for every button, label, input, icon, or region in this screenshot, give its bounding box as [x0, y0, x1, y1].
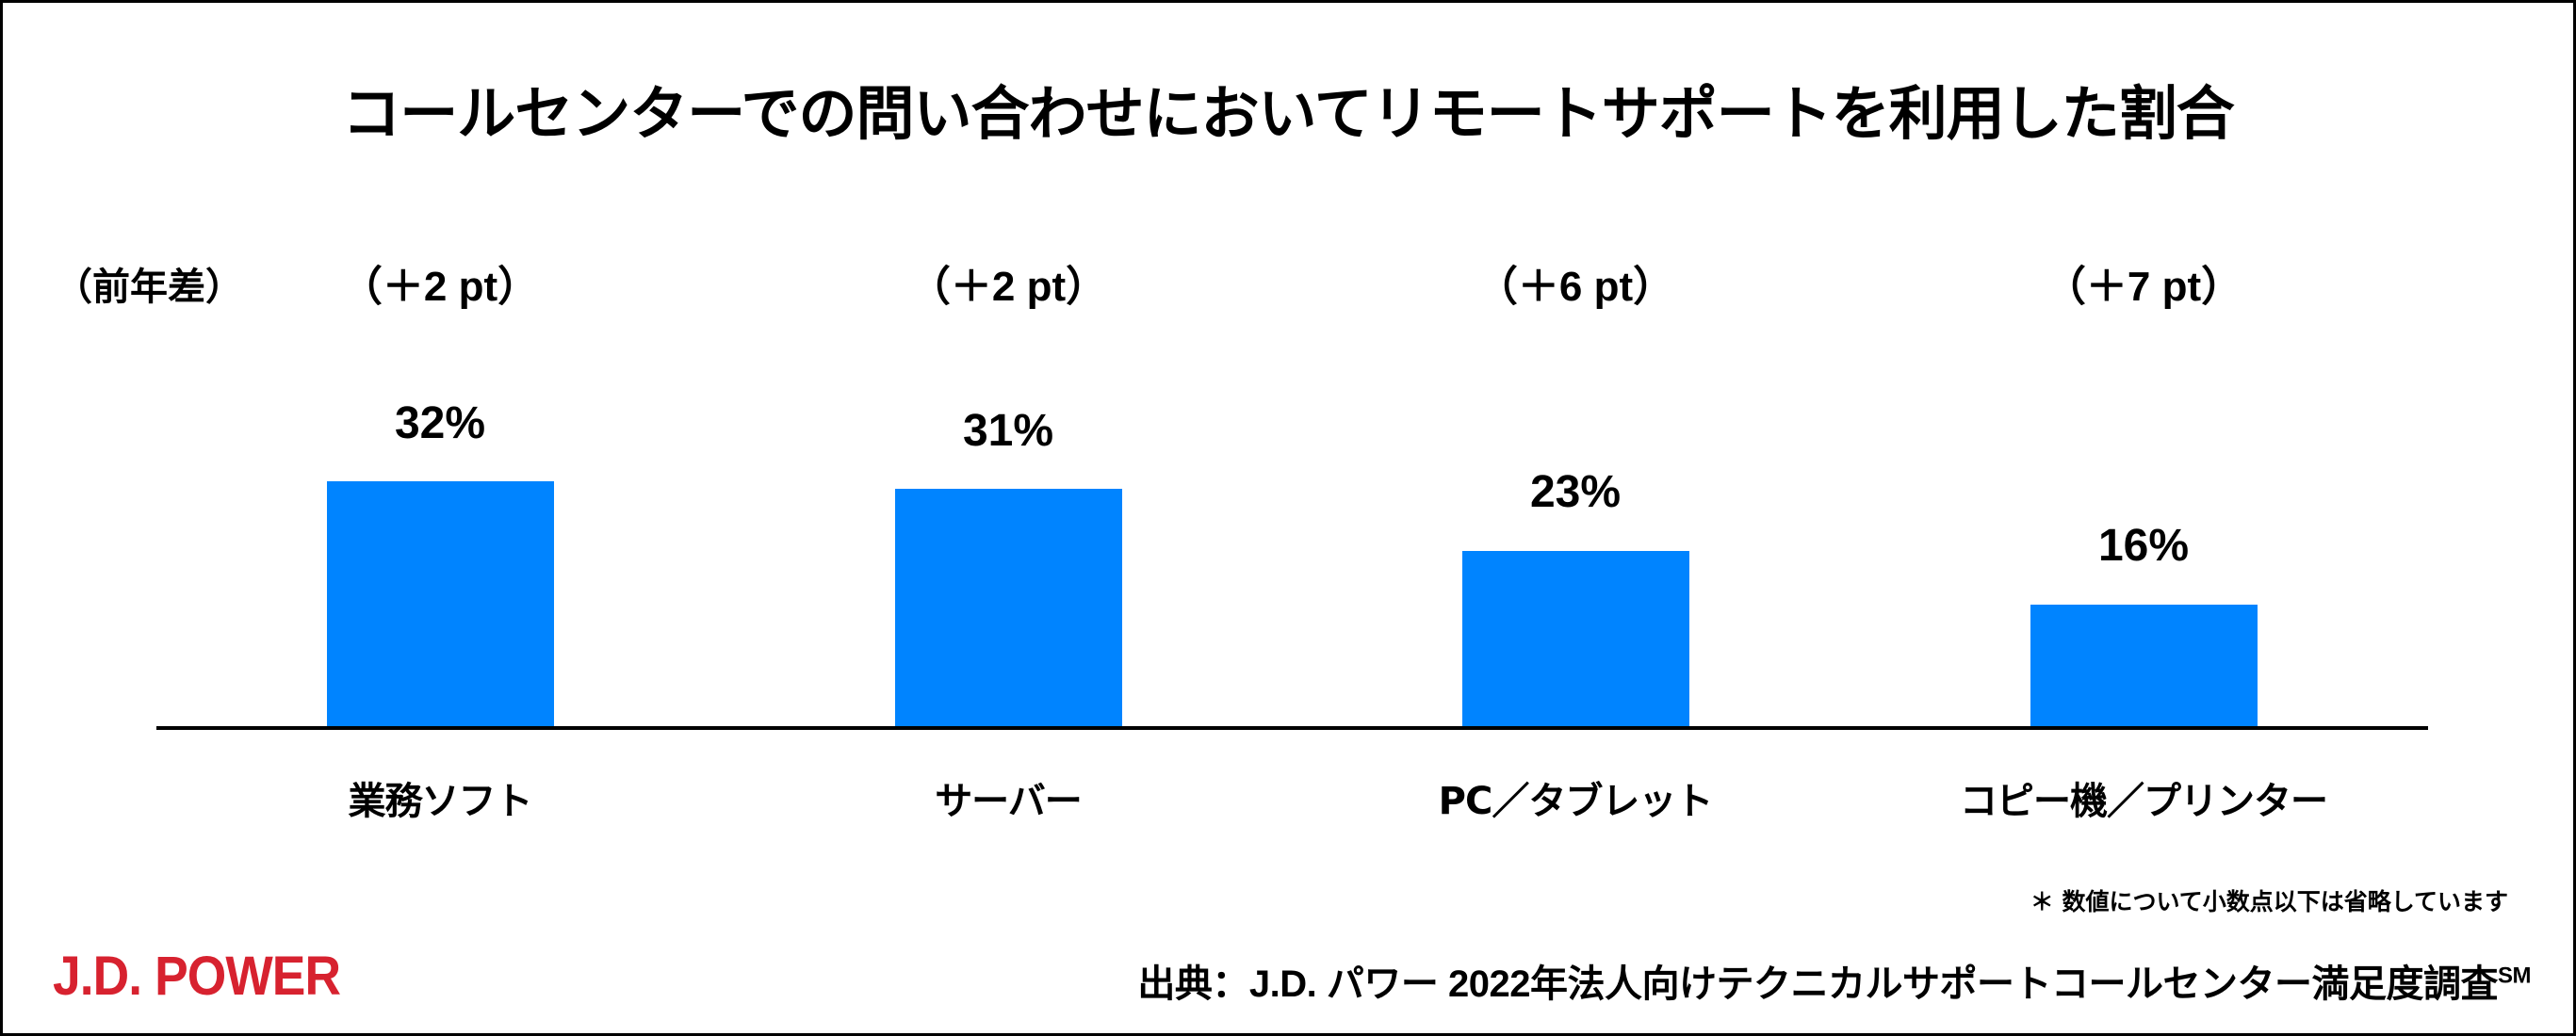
- yoy-label-3: （＋6 pt）: [1475, 264, 1675, 310]
- source-citation: 出典：J.D. パワー 2022年法人向けテクニカルサポートコールセンター満足度…: [1137, 953, 2531, 1008]
- x-axis-baseline: [156, 726, 2428, 730]
- category-label-4: コピー機／プリンター: [1960, 780, 2328, 823]
- footnote: ＊ 数値について小数点以下は省略しています: [2030, 888, 2508, 915]
- bar-4: [2030, 605, 2258, 728]
- bar-3: [1462, 551, 1689, 728]
- yoy-header-label: （前年差）: [55, 266, 243, 309]
- yoy-label-4: （＋7 pt）: [2044, 264, 2243, 310]
- yoy-label-2: （＋2 pt）: [908, 264, 1108, 310]
- source-text: 出典：J.D. パワー 2022年法人向けテクニカルサポートコールセンター満足度…: [1137, 963, 2498, 1005]
- category-label-1: 業務ソフト: [348, 780, 533, 823]
- category-label-3: PC／タブレット: [1438, 780, 1714, 823]
- category-label-2: サーバー: [935, 780, 1083, 823]
- value-label-3: 23%: [1529, 467, 1622, 517]
- value-label-2: 31%: [962, 406, 1054, 456]
- chart-title: コールセンターでの問い合わせにおいてリモートサポートを利用した割合: [342, 79, 2234, 148]
- bar-2: [895, 489, 1122, 728]
- value-label-4: 16%: [2097, 521, 2190, 571]
- yoy-label-1: （＋2 pt）: [340, 264, 540, 310]
- bar-1: [327, 481, 554, 728]
- service-mark: SM: [2498, 963, 2532, 989]
- value-label-1: 32%: [394, 398, 486, 448]
- jd-power-logo: J.D. POWER: [53, 946, 341, 1007]
